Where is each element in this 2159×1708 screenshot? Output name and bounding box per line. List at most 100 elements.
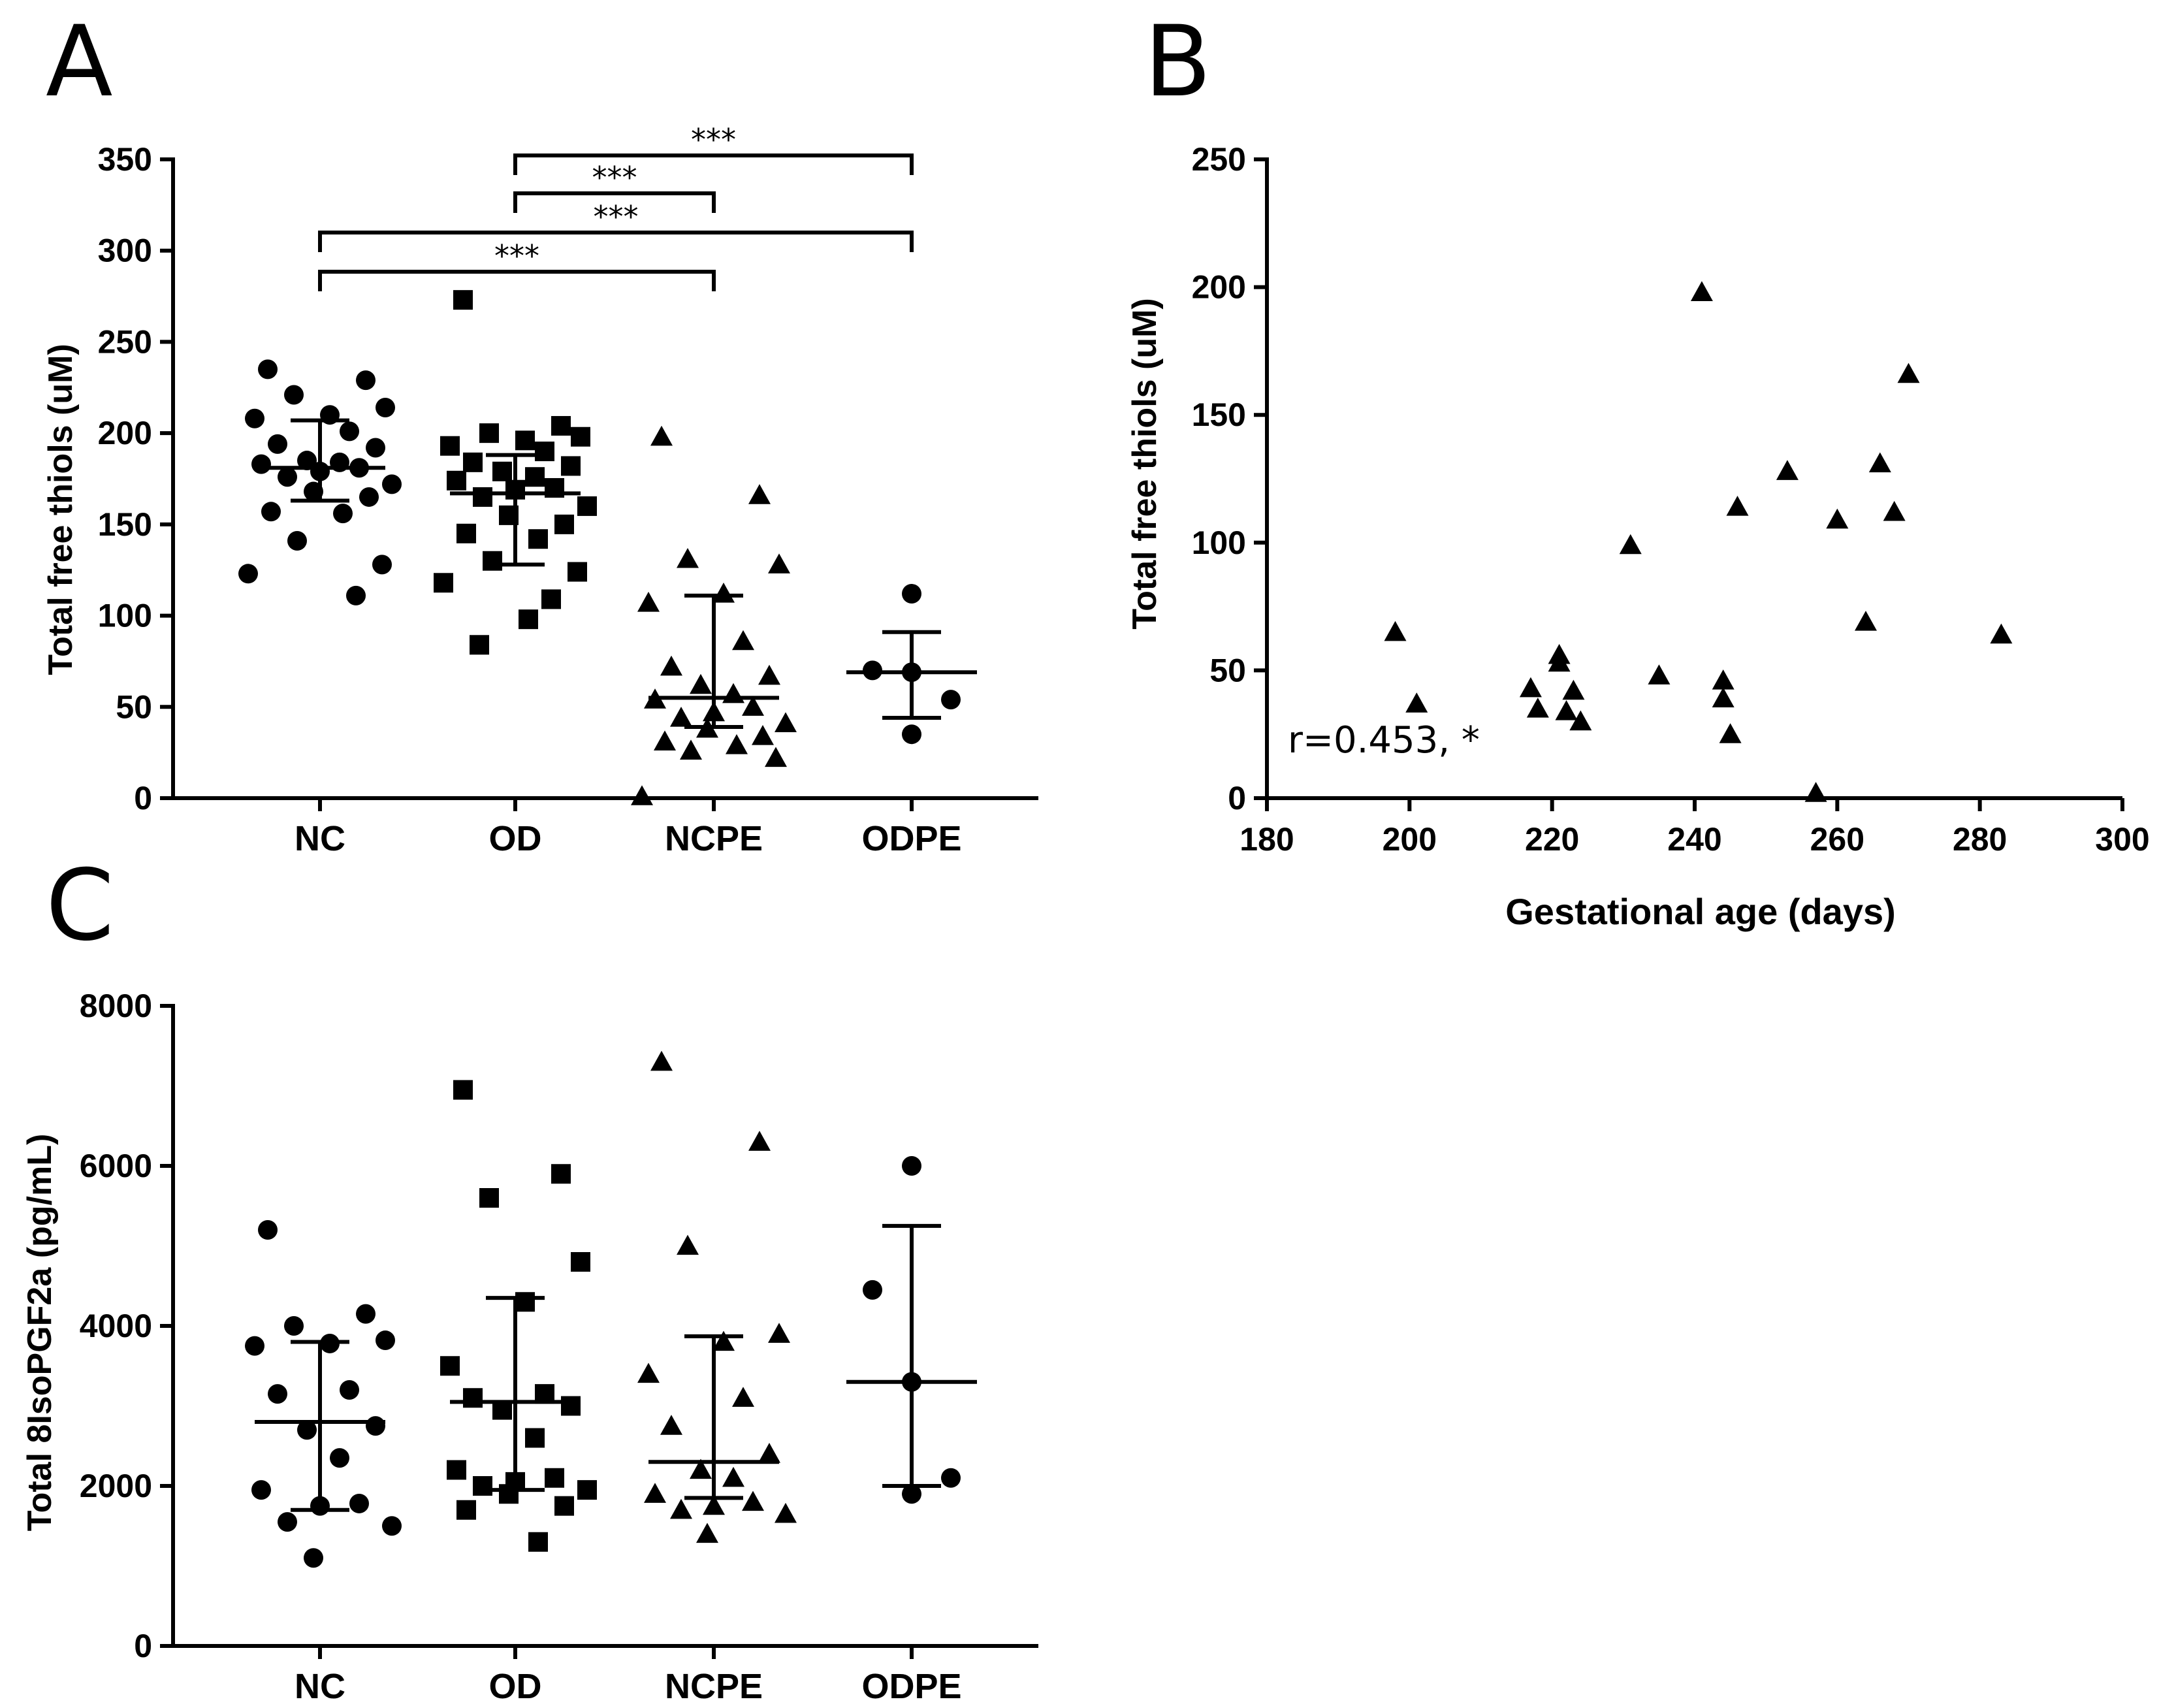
panel-a-point-nc [284,385,304,405]
panel-c-point-od [463,1388,483,1408]
significance-bracket: *** [318,199,914,252]
panel-a-point-ncpe [660,655,682,676]
panel-c-point-ncpe [637,1362,660,1383]
panel-a-point-nc [333,504,353,524]
panel-a-point-ncpe [726,733,748,754]
panel-b-point [1569,710,1592,731]
panel-a-point-od [492,461,512,481]
panel-c-y-tick-label: 2000 [80,1468,152,1504]
panel-c-point-nc [330,1448,349,1468]
panel-b-point [1726,496,1749,516]
panel-c-point-ncpe [758,1443,780,1463]
panel-b-point [1990,623,2013,644]
panel-b-point [1868,452,1891,473]
panel-b-y-tick-label: 100 [1192,524,1246,561]
panel-c-point-nc [366,1416,385,1436]
panel-c-point-odpe [863,1280,882,1300]
panel-b-y-axis-label: Total free thiols (uM) [1126,298,1164,629]
panel-c-point-ncpe [690,1458,712,1479]
panel-a-y-tick-label: 50 [116,688,152,725]
panel-b-x-tick-label: 200 [1383,821,1437,858]
panel-a-y-tick-label: 150 [98,506,152,543]
panel-a-y-tick-label: 0 [134,780,152,816]
panel-b-point [1719,723,1742,743]
panel-b-x-tick-label: 260 [1810,821,1864,858]
panel-b-point [1384,620,1407,641]
panel-a-point-ncpe [768,553,790,573]
panel-b-point [1619,534,1642,555]
panel-c-point-odpe [902,1156,921,1176]
panel-a-point-nc [356,370,376,391]
panel-c-point-od [571,1252,590,1272]
panel-c-point-nc [382,1516,402,1536]
panel-c-y-tick-label: 4000 [80,1308,152,1344]
correlation-annotation: r=0.453, * [1288,719,1480,762]
panel-c-point-ncpe [722,1466,744,1487]
panel-a-point-nc [287,531,307,551]
panel-a-point-od [453,290,473,310]
panel-b-y-tick-label: 150 [1192,396,1246,433]
panel-b-letter: B [1144,5,1211,119]
panel-c-point-od [515,1292,535,1312]
panel-c-y-tick-label: 6000 [80,1148,152,1184]
panel-a-y-tick-label: 100 [98,598,152,634]
panel-c-point-nc [268,1384,287,1404]
significance-bracket: *** [513,122,914,175]
panel-a-point-ncpe [654,730,676,750]
panel-b-x-tick-label: 240 [1667,821,1721,858]
panel-a-x-tick-label: ODPE [861,819,961,858]
panel-c-point-ncpe [660,1415,682,1435]
panel-c-point-od [447,1460,466,1480]
panel-a-point-ncpe [631,785,653,805]
panel-a-point-nc [340,421,359,442]
panel-a-axes: 0 50 100 150 200 250 300 350 NC OD NCPE ODPE [98,141,1038,858]
panel-b-x-axis-label: Gestational age (days) [1505,891,1896,932]
panel-a-point-od [483,551,502,571]
panel-a-point-nc [297,451,317,471]
panel-b-point [1548,651,1571,672]
panel-a-point-od [535,442,554,462]
panel-c-point-nc [278,1512,297,1532]
panel-a-point-nc [278,467,297,487]
panel-b-point [1555,700,1578,720]
panel-c-point-ncpe [650,1050,673,1071]
panel-a-y-tick-label: 200 [98,415,152,451]
panel-a-point-nc [359,487,379,507]
panel-a-point-nc [382,474,402,494]
panel-c-series-ncpe [637,1050,797,1543]
panel-a-y-tick-label: 250 [98,323,152,360]
panel-c-point-nc [251,1480,271,1500]
significance-bracket-line [318,231,914,252]
panel-c-point-od [554,1496,574,1516]
significance-bracket: *** [513,160,716,213]
panel-a-point-nc [251,454,271,474]
panel-a-point-ncpe [650,425,673,446]
panel-a-x-tick-label: OD [489,819,542,858]
significance-bracket-line [513,153,914,175]
panel-c-point-odpe [902,1484,921,1504]
panel-b-point [1405,692,1428,713]
panel-a-x-tick-label: NCPE [665,819,763,858]
panel-a-point-od [541,589,561,609]
panel-c-point-ncpe [732,1387,754,1407]
panel-a-point-od [525,467,545,487]
panel-a-point-ncpe [670,707,692,727]
panel-a-y-tick-label: 350 [98,141,152,178]
panel-c-point-ncpe [748,1131,771,1151]
panel-a-point-ncpe [758,664,780,685]
significance-bracket-line [318,270,716,291]
panel-c-point-od [473,1476,492,1496]
panel-b-point [1562,679,1585,700]
panel-a-series-ncpe [631,425,797,805]
panel-b-x-tick-label: 300 [2095,821,2149,858]
panel-a-series-odpe [846,584,977,745]
panel-a-point-ncpe [712,583,735,603]
significance-label: *** [494,238,539,274]
panel-a-point-od [554,514,574,534]
panel-c-point-od [577,1480,597,1500]
panel-a-data-points [238,290,977,805]
panel-a-point-nc [258,359,278,379]
panel-c-point-ncpe [677,1234,699,1255]
significance-bracket: *** [318,238,716,291]
